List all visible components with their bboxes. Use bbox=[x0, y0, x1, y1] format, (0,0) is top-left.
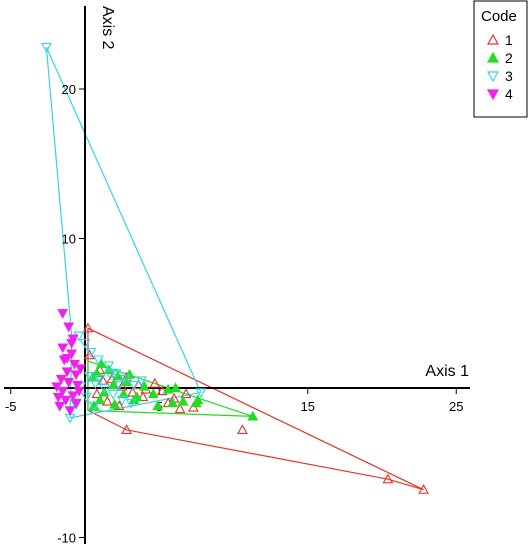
point-series-2 bbox=[177, 395, 189, 406]
point-series-3 bbox=[85, 347, 97, 358]
point-series-4 bbox=[70, 398, 82, 409]
point-series-3 bbox=[125, 398, 137, 409]
x-axis-label: Axis 1 bbox=[425, 363, 469, 380]
point-series-1 bbox=[82, 322, 94, 333]
point-series-4 bbox=[75, 364, 86, 375]
point-series-1 bbox=[180, 388, 192, 399]
point-series-2 bbox=[109, 398, 121, 409]
y-tick-label: -10 bbox=[57, 531, 76, 546]
x-tick-label: -5 bbox=[5, 399, 17, 414]
point-series-4 bbox=[70, 370, 82, 381]
point-series-4 bbox=[57, 343, 69, 354]
point-series-1 bbox=[121, 424, 133, 435]
y-tick-label: 20 bbox=[62, 82, 76, 97]
point-series-3 bbox=[107, 389, 119, 400]
y-tick-label: 10 bbox=[62, 232, 76, 247]
point-series-2 bbox=[147, 388, 159, 399]
legend-label-2: 2 bbox=[505, 50, 513, 66]
point-series-2 bbox=[118, 388, 130, 399]
point-series-1 bbox=[418, 484, 430, 494]
point-series-1 bbox=[236, 424, 248, 435]
point-series-1 bbox=[382, 473, 394, 484]
point-series-4 bbox=[60, 395, 72, 406]
point-series-1 bbox=[91, 388, 103, 399]
point-series-4 bbox=[72, 380, 84, 391]
point-series-3 bbox=[116, 395, 128, 406]
point-series-2 bbox=[138, 380, 150, 391]
x-tick-label: 25 bbox=[449, 399, 463, 414]
point-series-4 bbox=[66, 338, 78, 349]
point-series-1 bbox=[149, 377, 161, 388]
legend-entries: 1 2 3 4 bbox=[486, 32, 513, 102]
legend-label-4: 4 bbox=[505, 86, 513, 102]
point-series-1 bbox=[174, 403, 186, 414]
legend-box bbox=[473, 0, 528, 118]
point-series-2 bbox=[152, 400, 164, 411]
point-series-2 bbox=[107, 379, 119, 390]
point-series-1 bbox=[101, 395, 113, 406]
point-series-3 bbox=[94, 374, 106, 385]
hull-layer bbox=[45, 46, 424, 491]
point-series-4 bbox=[55, 374, 67, 385]
legend-marker-2 bbox=[486, 51, 500, 63]
point-series-3 bbox=[89, 379, 101, 390]
point-series-3 bbox=[135, 376, 147, 387]
point-series-3 bbox=[79, 338, 91, 349]
legend-marker-3 bbox=[486, 71, 500, 83]
legend-label-1: 1 bbox=[505, 32, 513, 48]
point-series-2 bbox=[170, 382, 182, 393]
points-layer bbox=[40, 42, 430, 494]
point-series-1 bbox=[137, 391, 149, 402]
point-series-4 bbox=[73, 386, 85, 397]
legend-marker-1 bbox=[486, 33, 500, 45]
point-series-4 bbox=[61, 353, 73, 364]
legend-marker-4 bbox=[486, 89, 500, 101]
point-series-3 bbox=[88, 401, 100, 412]
legend: Code 1 2 3 4 bbox=[473, 0, 528, 118]
point-series-4 bbox=[51, 382, 63, 393]
point-series-2 bbox=[91, 367, 103, 378]
point-series-4 bbox=[64, 406, 76, 417]
point-series-2 bbox=[190, 397, 202, 408]
point-series-2 bbox=[124, 368, 135, 379]
point-series-3 bbox=[84, 371, 95, 382]
point-series-4 bbox=[54, 401, 66, 412]
point-series-4 bbox=[57, 386, 69, 397]
point-series-2 bbox=[162, 383, 174, 394]
point-series-4 bbox=[57, 309, 69, 319]
point-series-3 bbox=[81, 392, 92, 403]
point-series-3 bbox=[104, 370, 116, 381]
legend-title: Code bbox=[481, 8, 517, 25]
point-series-3 bbox=[128, 380, 140, 391]
point-series-3 bbox=[92, 355, 104, 366]
point-series-3 bbox=[113, 380, 125, 391]
point-series-3 bbox=[98, 383, 110, 394]
point-series-3 bbox=[103, 361, 115, 372]
y-axis-label: Axis 2 bbox=[99, 6, 116, 50]
point-series-3 bbox=[40, 42, 52, 53]
hull-3 bbox=[45, 46, 202, 419]
point-series-4 bbox=[52, 392, 64, 403]
point-series-1 bbox=[127, 386, 138, 397]
point-series-4 bbox=[63, 322, 75, 333]
point-series-2 bbox=[94, 394, 106, 405]
point-series-3 bbox=[195, 388, 207, 399]
x-tick-label: 15 bbox=[301, 399, 315, 414]
point-series-2 bbox=[247, 410, 259, 421]
point-series-4 bbox=[63, 377, 75, 388]
point-series-3 bbox=[119, 374, 131, 385]
hull-1 bbox=[87, 327, 424, 491]
point-series-2 bbox=[167, 397, 179, 408]
point-series-4 bbox=[61, 367, 73, 378]
legend-label-3: 3 bbox=[505, 68, 513, 84]
